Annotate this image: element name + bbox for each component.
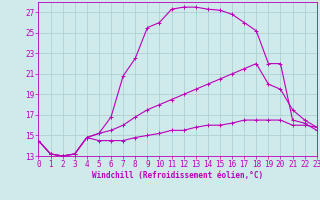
X-axis label: Windchill (Refroidissement éolien,°C): Windchill (Refroidissement éolien,°C): [92, 171, 263, 180]
